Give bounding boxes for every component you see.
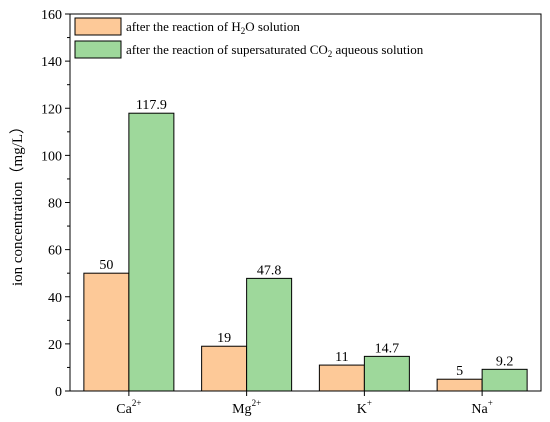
data-label: 19 [217,331,231,346]
x-tick-label: Na+ [471,398,492,417]
x-tick-label: Mg2+ [232,398,261,417]
data-labels-layer: 50 117.9 19 47.8 11 14.7 5 9.2 [99,98,513,379]
legend-swatch [74,40,122,59]
y-tick-label: 100 [41,149,62,164]
bar-series-2 [128,112,175,392]
y-tick-label: 40 [48,291,62,306]
bar-series-1 [201,345,248,392]
bar-series-2 [363,355,410,392]
bar-series-1 [436,378,483,392]
y-tick-label: 0 [55,385,62,400]
data-label: 117.9 [136,98,167,113]
legend-label: after the reaction of supersaturated CO2… [126,42,424,59]
data-label: 50 [99,258,113,273]
y-tick-label: 80 [48,197,62,212]
bar-series-2 [481,368,528,392]
y-tick-label: 20 [48,338,62,353]
x-tick-label: Ca2+ [116,398,141,417]
data-label: 47.8 [257,263,282,278]
data-label: 14.7 [375,341,400,356]
y-tick-label: 120 [41,102,62,117]
legend-label: after the reaction of H2O solution [126,19,300,36]
data-label: 5 [456,364,463,379]
y-tick-label: 160 [41,8,62,23]
legend: after the reaction of H2O solution after … [74,17,424,59]
bar-series-1 [83,272,130,392]
bars-layer [83,112,528,392]
y-tick-label: 140 [41,55,62,70]
y-tick-label: 60 [48,244,62,259]
data-label: 11 [335,350,348,365]
legend-swatch [74,17,122,36]
bar-series-1 [318,364,365,392]
data-label: 9.2 [496,354,514,369]
y-axis: 0 20 40 60 80 100 120 140 160 [41,8,70,400]
bar-series-2 [246,277,293,392]
x-tick-label: K+ [357,398,372,417]
y-axis-title: ion concentration（mg/L） [9,119,26,286]
x-axis: Ca2+ Mg2+ K+ Na+ [116,391,493,417]
